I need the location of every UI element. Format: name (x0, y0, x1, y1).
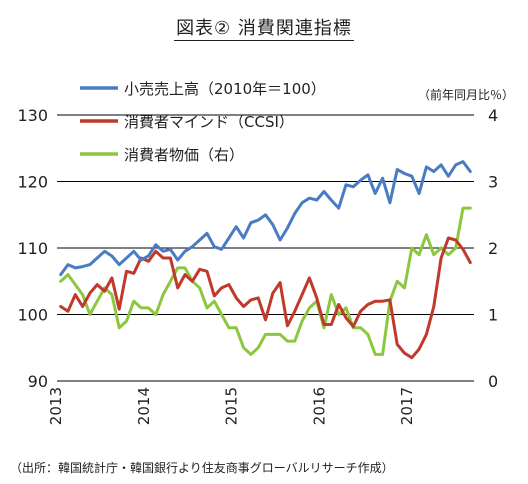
y-right-tick-label: 2 (488, 239, 498, 258)
series-line-1 (59, 236, 472, 360)
y-left-tick-label: 90 (28, 372, 48, 391)
y-left-tick-label: 110 (17, 239, 48, 258)
y-right-tick-label: 1 (488, 306, 498, 325)
legend-label-1: 消費者マインド（CCSI） (124, 113, 294, 131)
y-right-tick-label: 3 (488, 173, 498, 192)
series-line-0 (59, 160, 472, 277)
x-tick-label: 2014 (135, 387, 153, 425)
y-left-tick-label: 130 (17, 106, 48, 125)
source-note: （出所：韓国統計庁・韓国銀行より住友商事グローバルリサーチ作成） (10, 461, 394, 475)
chart-title: 図表② 消費関連指標 (174, 18, 354, 41)
y-left-tick-label: 100 (17, 306, 48, 325)
legend-label-2: 消費者物価（右） (124, 146, 244, 164)
x-tick-label: 2013 (47, 387, 65, 425)
right-axis-label: （前年同月比％） (417, 88, 514, 102)
legend-label-0: 小売売上高（2010年＝100） (124, 80, 326, 98)
x-tick-label: 2016 (310, 387, 328, 425)
series-line-2 (59, 206, 472, 356)
x-tick-label: 2017 (398, 387, 416, 425)
y-left-tick-label: 120 (17, 173, 48, 192)
y-right-tick-label: 4 (488, 106, 498, 125)
y-right-tick-label: 0 (488, 372, 498, 391)
x-tick-label: 2015 (223, 387, 241, 425)
